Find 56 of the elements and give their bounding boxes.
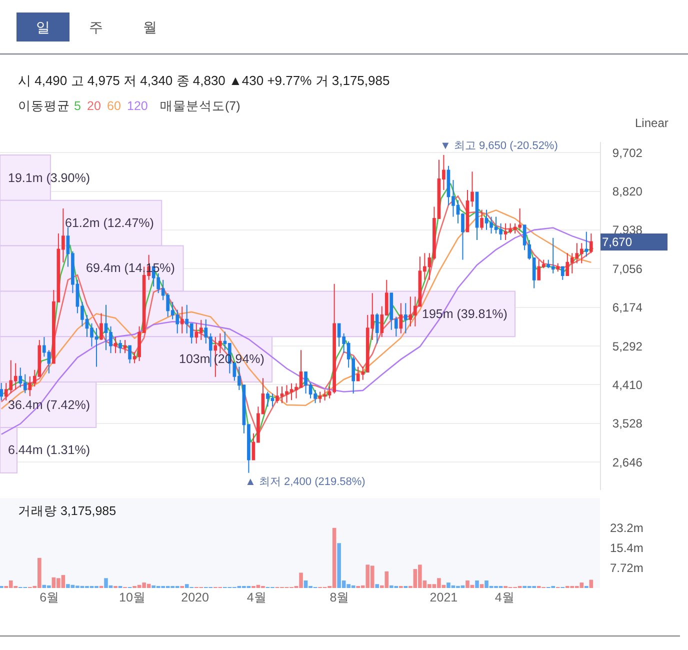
candlestick [399,302,403,334]
y-tick-label: 9,702 [612,146,643,160]
candlestick [560,266,564,280]
y-tick-label: 4,410 [612,378,643,392]
candlestick [556,262,560,272]
y-tick-label: 8,820 [612,184,643,199]
candlestick [0,382,4,402]
x-tick-label: 4월 [494,590,515,604]
text: 120 [127,99,148,113]
chart-subtitle: 시 4,490 고 4,975 저 4,340 종 4,830 ▲430 +9.77% 거 3,175,985 [18,73,390,88]
bar [375,584,380,588]
candlestick [584,231,588,258]
data-label: 61.2m (12.47%) [65,216,154,230]
text: 월 [143,19,157,35]
x-tick-label: 10월 [119,590,146,604]
candlestick [404,302,408,334]
x-tick-label: 4월 [246,590,267,604]
chart-title: 매물분석도(7) [160,99,240,113]
line-series [0,210,592,410]
y-tick-label: 7,056 [612,262,643,276]
y-tick-label: 15.4m [610,541,644,556]
x-tick-label: 8월 [330,590,350,604]
y-tick-label: 7.72m [610,561,644,576]
text: Linear [635,116,668,130]
candlestick [475,192,479,241]
y-tick-label: 2,646 [612,455,643,470]
text: 20 [87,99,101,113]
text: 5 [74,99,81,113]
annotation: 7,670 [602,235,632,249]
bar [475,580,479,588]
annotation: ▼ 최고 9,650 (-20.52%) [440,140,558,152]
x-tick-label: 6월 [40,590,60,604]
bar [480,584,484,588]
candlestick [114,336,118,354]
y-tick-label: 5,292 [612,339,643,354]
y-tick-label: 6,174 [612,300,643,315]
text: 거래량 3,175,985 [18,504,116,518]
candlestick [123,340,127,354]
text: 주 [89,19,103,35]
annotation: ▲ 최저 2,400 (219.58%) [245,476,366,488]
y-tick-label: 3,528 [612,416,643,431]
data-label: 19.1m (3.90%) [8,171,90,185]
candlestick [128,345,132,364]
x-tick-label: 2021 [430,590,458,604]
y-tick-label: 23.2m [610,521,644,536]
candlestick [100,312,103,341]
candlestick [180,306,184,334]
candlestick [590,232,593,254]
text: 60 [107,99,121,113]
candlestick [480,209,484,230]
legend-title: 이동평균 [18,99,70,113]
candlestick [375,312,379,344]
candlestick [118,340,122,354]
text: 일 [36,19,50,35]
data-label: 6.44m (1.31%) [8,443,90,457]
x-tick-label: 2020 [181,590,209,604]
